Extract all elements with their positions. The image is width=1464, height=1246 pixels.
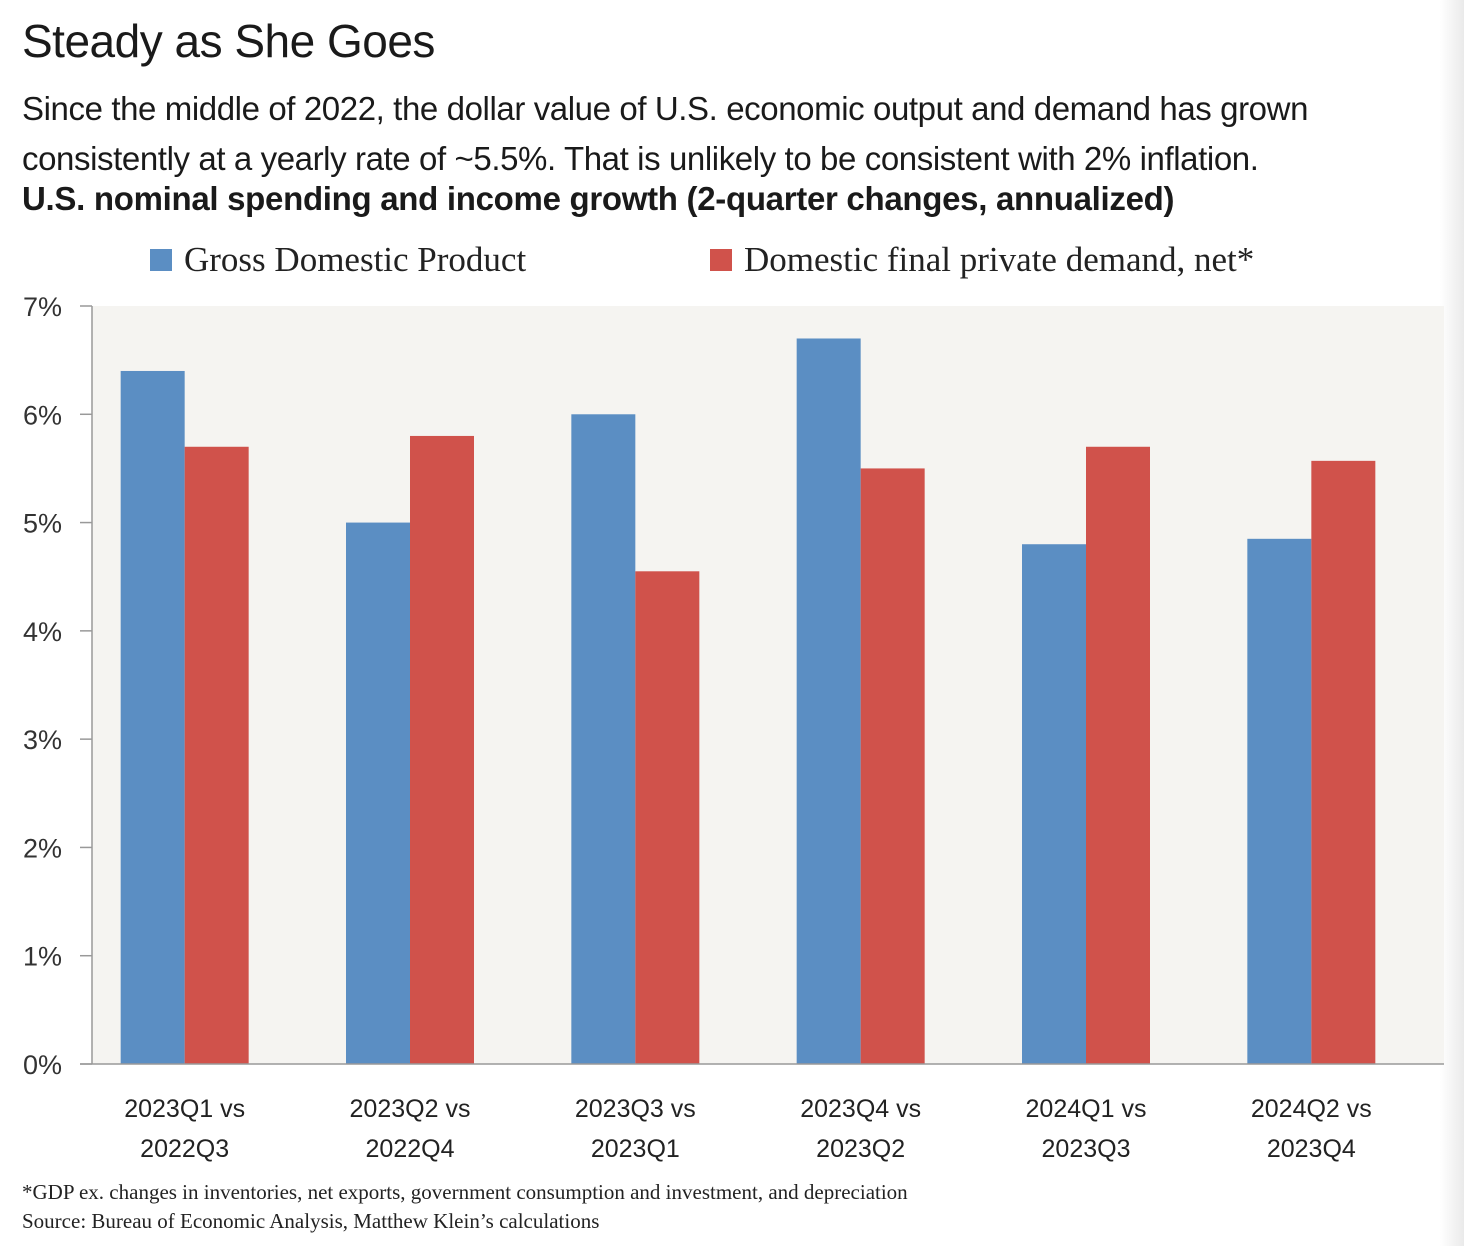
legend-label-gdp: Gross Domestic Product bbox=[184, 240, 527, 279]
x-category-label: 2022Q4 bbox=[366, 1135, 455, 1163]
y-tick-label: 7% bbox=[23, 292, 62, 322]
legend-swatch-gdp bbox=[150, 249, 172, 271]
x-category-label: 2023Q4 bbox=[1267, 1135, 1356, 1163]
bar-gdp-6 bbox=[1247, 538, 1312, 1064]
chart-subtitle: Since the middle of 2022, the dollar val… bbox=[22, 90, 1309, 177]
x-category-label: 2023Q2 bbox=[816, 1135, 905, 1163]
y-tick-label: 2% bbox=[23, 833, 62, 863]
chart-headline: Steady as She Goes bbox=[22, 15, 435, 67]
x-category-label: 2023Q1 bbox=[591, 1135, 680, 1163]
bar-demand-4 bbox=[860, 468, 925, 1064]
bar-gdp-1 bbox=[120, 370, 185, 1064]
bar-demand-6 bbox=[1311, 460, 1376, 1064]
y-tick-label: 5% bbox=[23, 509, 62, 539]
bar-gdp-3 bbox=[571, 414, 636, 1064]
bar-demand-3 bbox=[635, 571, 700, 1064]
x-category-label: 2024Q2 vs bbox=[1251, 1095, 1372, 1123]
bar-gdp-2 bbox=[346, 522, 410, 1064]
bar-demand-5 bbox=[1086, 446, 1150, 1064]
x-category-label: 2022Q3 bbox=[140, 1135, 229, 1163]
y-tick-label: 4% bbox=[23, 617, 62, 647]
legend-item-gdp: Gross Domestic Product bbox=[150, 240, 526, 280]
bar-demand-1 bbox=[184, 446, 249, 1064]
chart-title: U.S. nominal spending and income growth … bbox=[22, 180, 1175, 217]
x-category-label: 2024Q1 vs bbox=[1026, 1095, 1147, 1123]
bar-gdp-4 bbox=[796, 338, 861, 1064]
bar-demand-2 bbox=[410, 435, 474, 1064]
y-tick-label: 3% bbox=[23, 725, 62, 755]
bar-gdp-5 bbox=[1022, 544, 1086, 1064]
footnote: *GDP ex. changes in inventories, net exp… bbox=[22, 1180, 908, 1204]
legend-item-demand: Domestic final private demand, net* bbox=[710, 240, 1254, 280]
y-tick-label: 6% bbox=[23, 400, 62, 430]
legend-swatch-demand bbox=[710, 249, 732, 271]
y-tick-label: 0% bbox=[23, 1050, 62, 1080]
legend-label-demand: Domestic final private demand, net* bbox=[744, 240, 1255, 279]
x-category-label: 2023Q4 vs bbox=[800, 1095, 921, 1123]
x-category-label: 2023Q3 bbox=[1042, 1135, 1131, 1163]
x-category-label: 2023Q2 vs bbox=[350, 1095, 471, 1123]
source-note: Source: Bureau of Economic Analysis, Mat… bbox=[22, 1209, 600, 1233]
plot-area bbox=[92, 306, 1444, 1064]
y-tick-label: 1% bbox=[23, 942, 62, 972]
x-category-label: 2023Q3 vs bbox=[575, 1095, 696, 1123]
x-category-label: 2023Q1 vs bbox=[124, 1095, 245, 1123]
